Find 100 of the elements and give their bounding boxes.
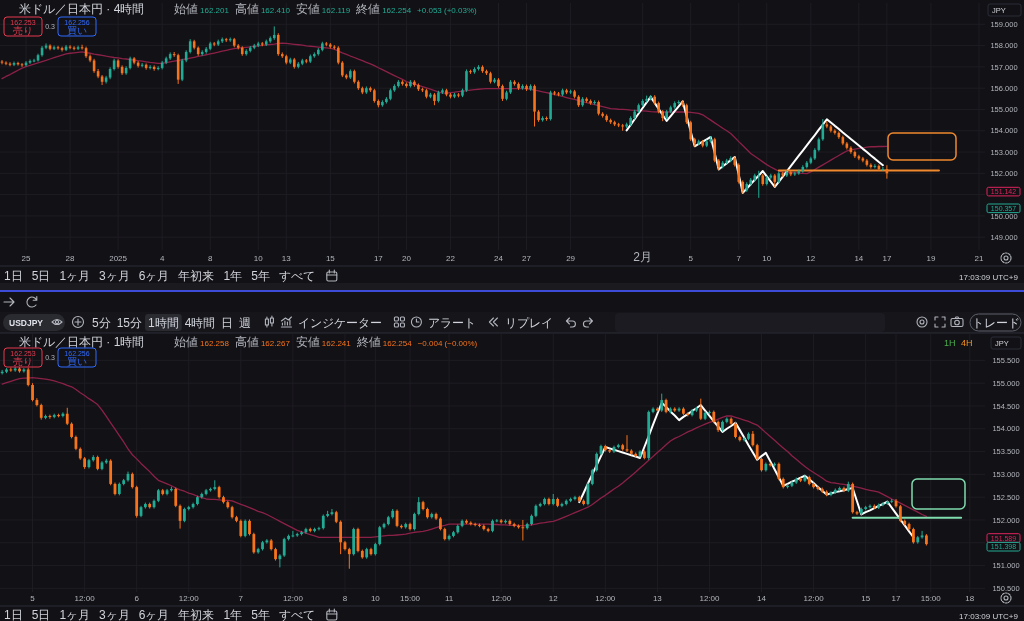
text: 5年 <box>251 269 270 283</box>
x-tick-label: 13 <box>652 594 663 603</box>
chart-title: 米ドル／日本円 · 4時間 <box>19 2 145 16</box>
x-tick-label: 14 <box>757 594 767 603</box>
x-tick-label: 22 <box>446 254 456 263</box>
annotation: 162.410 <box>260 6 291 15</box>
x-tick-label: 8 <box>207 254 213 263</box>
x-tick-label: 17 <box>891 594 902 603</box>
x-tick-label: 15:00 <box>920 594 942 603</box>
x-tick-label: 17 <box>882 254 892 263</box>
x-tick-label: 13 <box>281 254 292 263</box>
annotation: 1H <box>944 338 956 348</box>
x-tick-label: 18 <box>965 594 975 603</box>
x-tick-label: 7 <box>736 254 742 263</box>
x-tick-label: 6 <box>134 594 140 603</box>
annotation: 4H <box>961 338 973 348</box>
x-tick-label: 12:00 <box>491 594 512 603</box>
annotation: 162.241 <box>321 339 352 348</box>
x-tick-label: 12 <box>806 254 816 263</box>
x-tick-label: 12:00 <box>178 594 200 603</box>
text: 5日 <box>31 608 51 621</box>
x-tick-label: 12:00 <box>595 594 616 603</box>
x-tick-label: 5 <box>30 594 36 603</box>
text: 5日 <box>31 269 51 283</box>
x-tick-label: 15:00 <box>400 594 421 603</box>
x-tick-label: 11 <box>444 594 454 603</box>
text: 3ヶ月 <box>99 608 130 621</box>
x-tick-label: 5 <box>688 254 694 263</box>
x-tick-label: 21 <box>974 254 984 263</box>
text: 年初来 <box>178 269 215 283</box>
x-tick-label: 24 <box>494 254 504 263</box>
text: 1日 <box>4 608 23 621</box>
line-series <box>625 95 884 194</box>
x-tick-label: 19 <box>926 254 936 263</box>
text: 1ヶ月 <box>59 608 91 621</box>
text: 15分 <box>116 316 143 330</box>
x-tick-label: 12:00 <box>803 594 825 603</box>
text: 17:03:09 UTC+9 <box>959 273 1019 282</box>
x-tick-label: 15 <box>325 254 336 263</box>
text: 週 <box>239 316 252 330</box>
x-tick-label: 8 <box>342 594 348 603</box>
text: 1年 <box>223 608 243 621</box>
x-tick-label: 28 <box>65 254 76 263</box>
annotation: 高値 <box>234 2 259 16</box>
text: すべて <box>278 269 315 283</box>
x-tick-label: 17 <box>373 254 384 263</box>
annotation: 買い <box>67 25 87 36</box>
annotation: 162.254 <box>382 6 412 15</box>
x-tick-label: 20 <box>401 254 412 263</box>
text: 5年 <box>251 608 270 621</box>
annotation: 高値 <box>234 335 259 349</box>
annotation: 162.201 <box>200 6 230 15</box>
annotation: 始値 <box>174 2 198 16</box>
text: 6ヶ月 <box>138 608 170 621</box>
text: 4時間 <box>184 316 216 330</box>
text: インジケーター <box>298 316 383 330</box>
annotation: 売り <box>13 25 33 36</box>
x-tick-label: 27 <box>522 254 532 263</box>
annotation: 始値 <box>174 335 198 349</box>
text: 1ヶ月 <box>59 269 91 283</box>
x-tick-label: 10 <box>762 254 772 263</box>
annotation: 162.258 <box>200 339 230 348</box>
text: USDJPY <box>9 318 44 328</box>
text: リプレイ <box>505 316 554 330</box>
text: 6ヶ月 <box>138 269 170 283</box>
text: 5分 <box>92 316 111 330</box>
annotation: 安値 <box>295 335 320 349</box>
x-tick-label: 14 <box>854 254 864 263</box>
text: 1年 <box>223 269 243 283</box>
x-tick-label: 29 <box>566 254 576 263</box>
x-tick-label: 12:00 <box>74 594 96 603</box>
text: 日 <box>221 316 234 330</box>
annotation: +0.053 (+0.03%) <box>417 6 478 15</box>
annotation: 162.267 <box>260 339 291 348</box>
annotation: 162.119 <box>321 6 351 15</box>
annotation: 終値 <box>355 335 381 349</box>
x-tick-label: 15 <box>861 594 871 603</box>
x-tick-label: 10 <box>253 254 264 263</box>
x-tick-label: 12:00 <box>699 594 721 603</box>
text: 年初来 <box>178 608 215 621</box>
text: 3ヶ月 <box>99 269 130 283</box>
chart-title: 米ドル／日本円 · 1時間 <box>19 335 145 349</box>
x-tick-label: 2025 <box>109 254 128 263</box>
x-tick-label: 12:00 <box>282 594 304 603</box>
text: 1日 <box>4 269 23 283</box>
x-tick-label: 7 <box>238 594 244 603</box>
annotation: 安値 <box>295 2 320 16</box>
text: 17:03:09 UTC+9 <box>959 612 1019 621</box>
x-tick-label: 10 <box>370 594 381 603</box>
x-tick-label: 25 <box>21 254 32 263</box>
text: すべて <box>278 608 315 621</box>
annotation: 162.254 <box>382 339 413 348</box>
x-tick-label: 4 <box>159 254 165 263</box>
annotation: −0.004 (−0.00%) <box>417 339 478 348</box>
x-tick-label: 2月 <box>633 250 652 264</box>
annotation: 買い <box>67 356 87 367</box>
text: アラート <box>428 316 477 330</box>
annotation: 売り <box>13 356 33 367</box>
x-tick-label: 12 <box>548 594 559 603</box>
annotation: 終値 <box>355 2 381 16</box>
